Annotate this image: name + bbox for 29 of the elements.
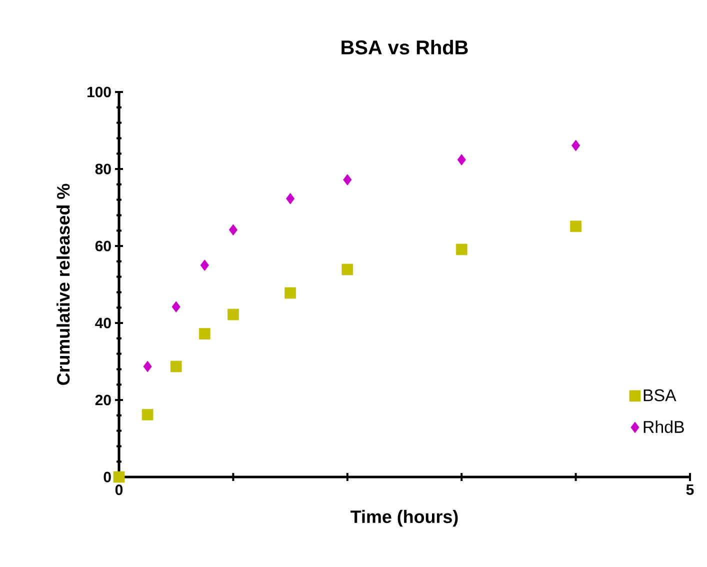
point — [570, 220, 582, 232]
point — [228, 308, 239, 320]
point — [142, 408, 154, 420]
point — [113, 471, 125, 483]
point — [200, 260, 209, 271]
y-tick-label: 80 — [95, 164, 111, 174]
x-axis-title: Time (hours) — [350, 510, 458, 527]
point — [571, 140, 580, 152]
y-axis-title: Crumulative released % — [56, 184, 70, 385]
point — [228, 224, 238, 236]
point — [170, 360, 182, 372]
legend-label: RhdB — [644, 420, 684, 433]
point — [172, 301, 180, 313]
point — [284, 287, 296, 299]
point — [286, 192, 295, 204]
y-tick-label: 100 — [88, 86, 111, 98]
y-tick-label: 20 — [95, 394, 111, 406]
y-tick-label: 40 — [95, 318, 111, 328]
x-tick-label: 5 — [686, 484, 694, 495]
point — [456, 244, 468, 256]
y-tick-label: 0 — [104, 472, 111, 482]
point — [143, 360, 152, 372]
legend-label: BSA — [644, 389, 676, 402]
chart-title: BSA vs RhdB — [342, 40, 468, 54]
point — [343, 174, 352, 186]
point — [457, 154, 466, 166]
y-tick-label: 60 — [95, 240, 111, 252]
point — [342, 264, 354, 276]
point — [198, 328, 210, 340]
